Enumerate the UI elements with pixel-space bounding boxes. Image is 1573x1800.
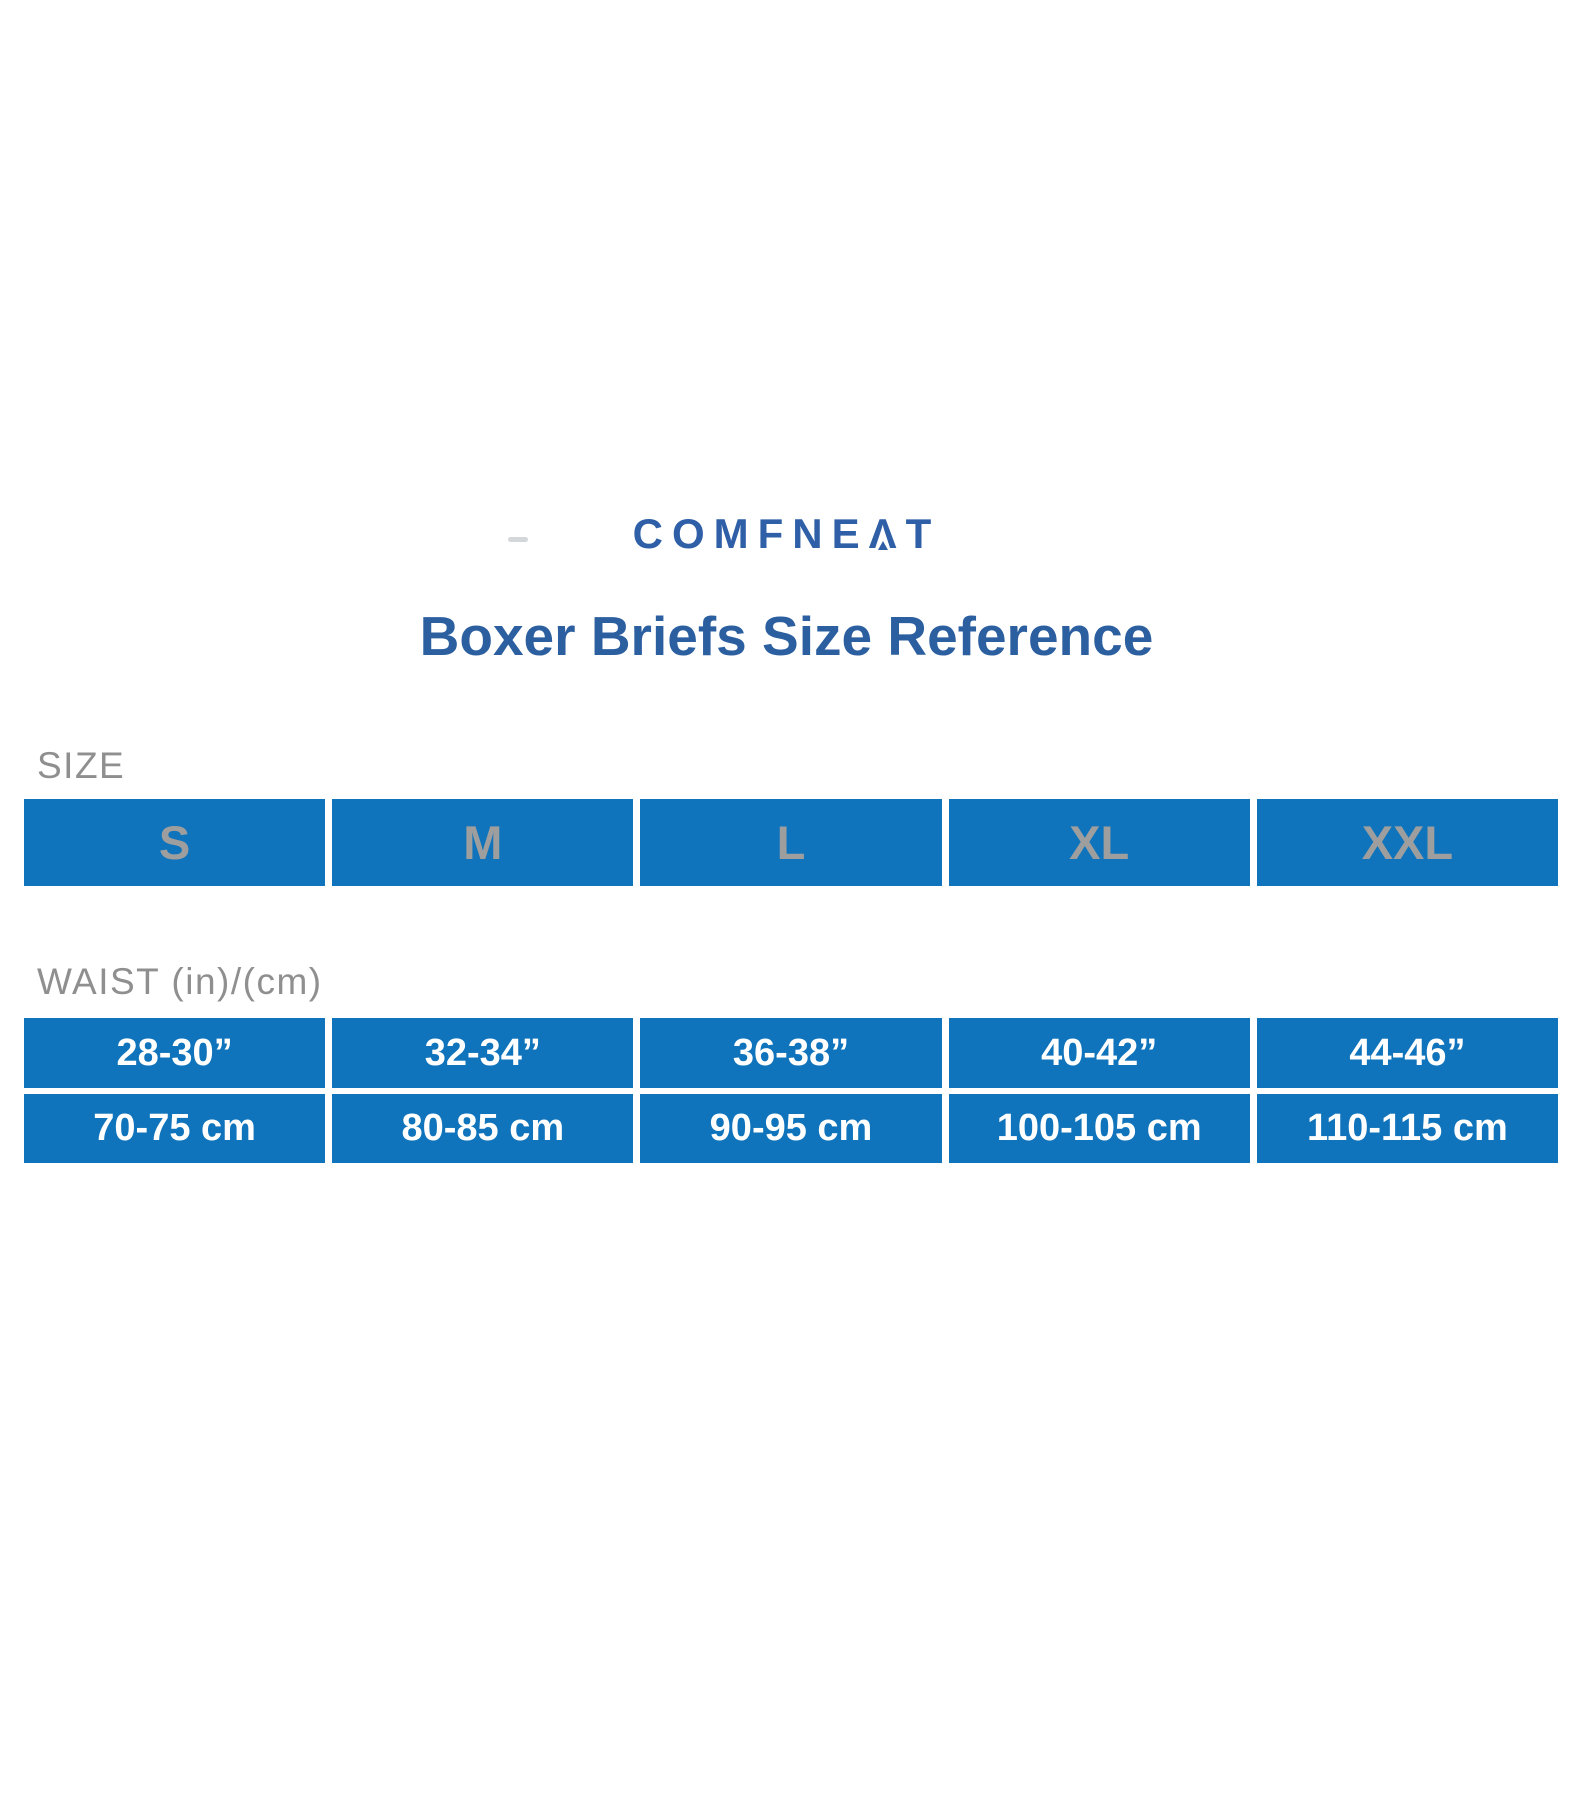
waist-inches-row: 28-30” 32-34” 36-38” 40-42” 44-46”	[24, 1018, 1559, 1088]
brand-logo: COMFNEΛ T	[0, 510, 1573, 557]
waist-cm-cell-s: 70-75 cm	[24, 1094, 326, 1163]
waist-cm-cell-l: 90-95 cm	[640, 1094, 942, 1163]
size-label: SIZE	[37, 745, 126, 786]
waist-cm-cell-xl: 100-105 cm	[948, 1094, 1250, 1163]
waist-label: WAIST (in)/(cm)	[37, 961, 323, 1002]
waist-in-cell-s: 28-30”	[24, 1018, 326, 1088]
waist-cm-cell-xxl: 110-115 cm	[1256, 1094, 1559, 1163]
waist-cm-row: 70-75 cm 80-85 cm 90-95 cm 100-105 cm 11…	[24, 1094, 1559, 1163]
page-title: Boxer Briefs Size Reference	[419, 605, 1154, 667]
logo-a-dot	[878, 541, 889, 551]
logo-letter-a: Λ	[869, 510, 906, 557]
size-cell-s: S	[24, 799, 326, 886]
waist-in-cell-l: 36-38”	[640, 1018, 942, 1088]
waist-cm-cell-m: 80-85 cm	[332, 1094, 634, 1163]
waist-in-cell-xl: 40-42”	[948, 1018, 1250, 1088]
size-cell-xxl: XXL	[1256, 799, 1559, 886]
size-cell-l: L	[640, 799, 942, 886]
waist-in-cell-m: 32-34”	[332, 1018, 634, 1088]
size-cell-m: M	[332, 799, 634, 886]
logo-text-post: T	[905, 510, 941, 557]
waist-in-cell-xxl: 44-46”	[1256, 1018, 1559, 1088]
size-cell-xl: XL	[948, 799, 1250, 886]
stray-mark	[508, 537, 528, 542]
size-row: S M L XL XXL	[24, 799, 1559, 886]
logo-text-pre: COMFNE	[632, 510, 869, 557]
